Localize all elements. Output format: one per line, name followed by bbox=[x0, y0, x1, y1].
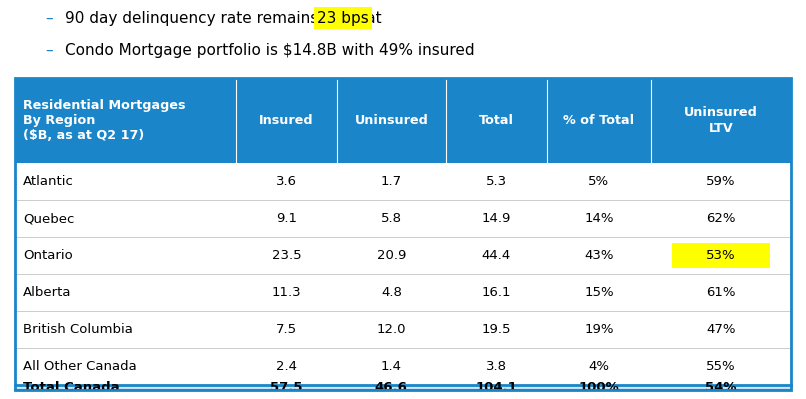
Text: Atlantic: Atlantic bbox=[23, 175, 74, 188]
Text: 57.5: 57.5 bbox=[270, 381, 303, 394]
Text: 1.4: 1.4 bbox=[381, 360, 402, 373]
Text: 104.1: 104.1 bbox=[476, 381, 517, 394]
Bar bbox=[15, 274, 791, 311]
Text: Residential Mortgages
By Region
($B, as at Q2 17): Residential Mortgages By Region ($B, as … bbox=[23, 99, 185, 142]
Bar bbox=[15, 237, 791, 274]
Text: 20.9: 20.9 bbox=[376, 249, 406, 262]
Text: 19.5: 19.5 bbox=[481, 323, 511, 336]
Text: 14%: 14% bbox=[584, 212, 613, 225]
Text: 47%: 47% bbox=[706, 323, 736, 336]
Text: Total Canada: Total Canada bbox=[23, 381, 119, 394]
Bar bbox=[15, 385, 791, 390]
Text: Ontario: Ontario bbox=[23, 249, 73, 262]
Text: 4.8: 4.8 bbox=[381, 286, 402, 299]
Text: Quebec: Quebec bbox=[23, 212, 74, 225]
Text: 5.3: 5.3 bbox=[485, 175, 507, 188]
Text: 62%: 62% bbox=[706, 212, 736, 225]
Text: 3.6: 3.6 bbox=[276, 175, 297, 188]
Text: 90 day delinquency rate remains good at: 90 day delinquency rate remains good at bbox=[65, 10, 387, 26]
Text: 12.0: 12.0 bbox=[376, 323, 406, 336]
Bar bbox=[15, 163, 791, 200]
Text: 46.6: 46.6 bbox=[375, 381, 408, 394]
Text: 3.8: 3.8 bbox=[486, 360, 507, 373]
Text: 59%: 59% bbox=[706, 175, 736, 188]
Text: 44.4: 44.4 bbox=[481, 249, 511, 262]
Text: 14.9: 14.9 bbox=[481, 212, 511, 225]
Text: 15%: 15% bbox=[584, 286, 613, 299]
Text: 16.1: 16.1 bbox=[481, 286, 511, 299]
Bar bbox=[15, 78, 791, 163]
Text: 55%: 55% bbox=[706, 360, 736, 373]
Text: 2.4: 2.4 bbox=[276, 360, 297, 373]
Text: British Columbia: British Columbia bbox=[23, 323, 133, 336]
Text: 100%: 100% bbox=[579, 381, 619, 394]
Text: 7.5: 7.5 bbox=[276, 323, 297, 336]
Text: 5%: 5% bbox=[588, 175, 609, 188]
Text: Alberta: Alberta bbox=[23, 286, 72, 299]
Text: Condo Mortgage portfolio is $14.8B with 49% insured: Condo Mortgage portfolio is $14.8B with … bbox=[65, 43, 475, 57]
Text: Uninsured
LTV: Uninsured LTV bbox=[684, 107, 758, 134]
Text: Insured: Insured bbox=[260, 114, 314, 127]
Text: Total: Total bbox=[479, 114, 513, 127]
Text: 9.1: 9.1 bbox=[276, 212, 297, 225]
Bar bbox=[672, 243, 770, 269]
Bar bbox=[15, 348, 791, 385]
Bar bbox=[15, 311, 791, 348]
Text: All Other Canada: All Other Canada bbox=[23, 360, 137, 373]
Bar bbox=[15, 78, 791, 390]
Text: –: – bbox=[45, 10, 52, 26]
Text: 61%: 61% bbox=[706, 286, 736, 299]
Bar bbox=[15, 200, 791, 237]
Text: % of Total: % of Total bbox=[563, 114, 634, 127]
Text: 43%: 43% bbox=[584, 249, 613, 262]
Text: Uninsured: Uninsured bbox=[355, 114, 428, 127]
Text: 5.8: 5.8 bbox=[381, 212, 402, 225]
Text: 23.5: 23.5 bbox=[272, 249, 301, 262]
Text: 11.3: 11.3 bbox=[272, 286, 301, 299]
Text: 4%: 4% bbox=[588, 360, 609, 373]
Text: –: – bbox=[45, 43, 52, 57]
Text: 19%: 19% bbox=[584, 323, 613, 336]
Text: 53%: 53% bbox=[706, 249, 736, 262]
Text: 23 bps: 23 bps bbox=[317, 10, 369, 26]
Text: 1.7: 1.7 bbox=[380, 175, 402, 188]
Text: 54%: 54% bbox=[705, 381, 737, 394]
